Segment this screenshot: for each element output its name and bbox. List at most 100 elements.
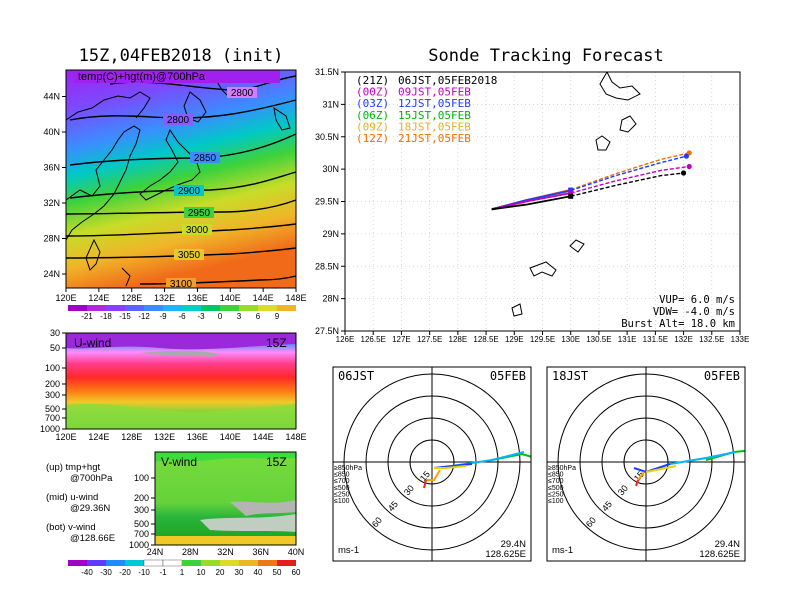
contour-label: 2800 xyxy=(231,88,254,99)
x-tick-label: 140E xyxy=(220,293,241,303)
colorbar-cell xyxy=(162,559,183,567)
note-sub: @700hPa xyxy=(70,473,113,484)
y-tick-label: 44N xyxy=(43,92,60,102)
level-legend: ≤250 xyxy=(548,491,564,498)
vwind-top-band xyxy=(155,452,296,462)
colorbar-cell xyxy=(220,305,239,311)
track-end-point xyxy=(683,153,689,159)
wind-colorbar: -40 -30 -20 -10 -1 1 10 20 30 40 50 60 xyxy=(68,559,301,577)
field-label-bg xyxy=(74,70,280,83)
colorbar-cell xyxy=(87,305,106,311)
hodo-lat: 29.4N xyxy=(501,539,526,550)
hodo-frame xyxy=(332,366,532,562)
colorbar-label: -3 xyxy=(197,312,205,321)
note-sub: @128.66E xyxy=(70,533,115,544)
hodo-frame xyxy=(546,366,746,562)
colorbar-label: -18 xyxy=(100,312,112,321)
colorbar-cell xyxy=(163,305,182,311)
x-tick-label: 120E xyxy=(55,432,76,442)
y-tick-label: 50 xyxy=(50,343,60,353)
colorbar-label: -40 xyxy=(81,568,93,577)
x-tick-label: 148E xyxy=(285,432,306,442)
legend-text: 15JST,05FEB xyxy=(398,109,471,122)
x-tick-label: 124E xyxy=(88,293,109,303)
colorbar-cell xyxy=(201,560,220,566)
track-line-forecast xyxy=(570,152,690,191)
track-coastlines xyxy=(511,72,641,317)
colorbar-cell xyxy=(220,560,239,566)
wind-trace xyxy=(669,451,737,465)
field-label: temp(C)+hgt(m)@700hPa xyxy=(78,71,206,83)
uwind-x-axis: 120E 124E 128E 132E 136E 140E 144E 148E xyxy=(55,432,306,442)
legend-code: (06Z) xyxy=(356,109,389,122)
track-x-axis: 126E 126.5E 127E 127.5E 128E 128.5E 129E 129.5E… xyxy=(336,331,750,344)
ring-label: 45 xyxy=(386,499,400,513)
y-tick-label: 700 xyxy=(134,529,149,539)
note-sub: @29.36N xyxy=(70,503,110,514)
level-legend: ≥850hPa xyxy=(334,465,362,472)
param-vdw: VDW= -4.0 m/s xyxy=(653,306,735,318)
y-tick-label: 32N xyxy=(43,198,60,208)
ring-label: 30 xyxy=(402,483,416,497)
x-tick-label: 128E xyxy=(121,293,142,303)
track-marker xyxy=(568,190,574,196)
contour-label: 2800 xyxy=(167,115,190,126)
x-tick-label: 148E xyxy=(285,293,306,303)
colorbar-label: -15 xyxy=(119,312,131,321)
level-legend: ≤700 xyxy=(548,478,564,485)
x-tick-label: 136E xyxy=(187,293,208,303)
colorbar-cell xyxy=(182,560,201,566)
colorbar-label: 40 xyxy=(254,568,263,577)
x-tick-label: 126.5E xyxy=(361,335,386,344)
x-tick-label: 132.5E xyxy=(699,335,724,344)
y-tick-label: 28N xyxy=(43,234,60,244)
note-head: (mid) u-wind xyxy=(46,492,98,503)
level-legend: ≤500 xyxy=(334,485,350,492)
y-tick-label: 200 xyxy=(134,493,149,503)
param-burst: Burst Alt= 18.0 km xyxy=(621,318,735,330)
x-tick-label: 128E xyxy=(449,335,468,344)
track-params: VUP= 6.0 m/s VDW= -4.0 m/s Burst Alt= 18… xyxy=(621,294,735,330)
colorbar-cell xyxy=(239,305,258,311)
note-head: (bot) v-wind xyxy=(46,522,96,533)
y-tick-label: 500 xyxy=(134,519,149,529)
colorbar-cell xyxy=(182,305,201,311)
uwind-gray-patch xyxy=(140,350,220,357)
colorbar-cell xyxy=(87,560,106,566)
x-tick-label: 127E xyxy=(392,335,411,344)
x-tick-label: 132E xyxy=(154,432,175,442)
colorbar-label: -1 xyxy=(159,568,167,577)
level-legend: ≤700 xyxy=(334,478,350,485)
uwind-lower-band xyxy=(66,403,296,429)
track-end-point xyxy=(686,163,692,170)
y-tick-label: 1000 xyxy=(129,540,149,550)
colorbar-label: -21 xyxy=(81,312,93,321)
colorbar-label: 1 xyxy=(180,568,185,577)
level-legend: ≤850 xyxy=(548,472,564,479)
colorbar-label: -20 xyxy=(119,568,131,577)
temperature-colorbar: -21 -18 -15 -12 -9 -6 -3 0 3 6 9 xyxy=(68,305,296,321)
x-tick-label: 28N xyxy=(182,547,199,557)
x-tick-label: 130.5E xyxy=(586,335,611,344)
wind-trace xyxy=(645,465,677,473)
colorbar-label: -10 xyxy=(138,568,150,577)
contour-label: 3100 xyxy=(170,279,193,290)
colorbar-cell xyxy=(239,560,258,566)
uwind-top-band xyxy=(66,333,296,350)
map-frame xyxy=(65,69,297,289)
legend-text: 21JST,05FEB xyxy=(398,132,471,145)
x-tick-label: 126E xyxy=(336,335,355,344)
y-tick-label: 36N xyxy=(43,163,60,173)
x-tick-label: 131E xyxy=(618,335,637,344)
vwind-gray-patch xyxy=(230,500,296,516)
hodo-date: 05FEB xyxy=(704,369,740,383)
colorbar-label: 6 xyxy=(256,312,261,321)
colorbar-label: 20 xyxy=(216,568,225,577)
level-legend: ≤250 xyxy=(334,491,350,498)
colorbar-cell xyxy=(68,305,87,311)
x-tick-label: 133E xyxy=(731,335,750,344)
colorbar-label: 60 xyxy=(292,568,301,577)
